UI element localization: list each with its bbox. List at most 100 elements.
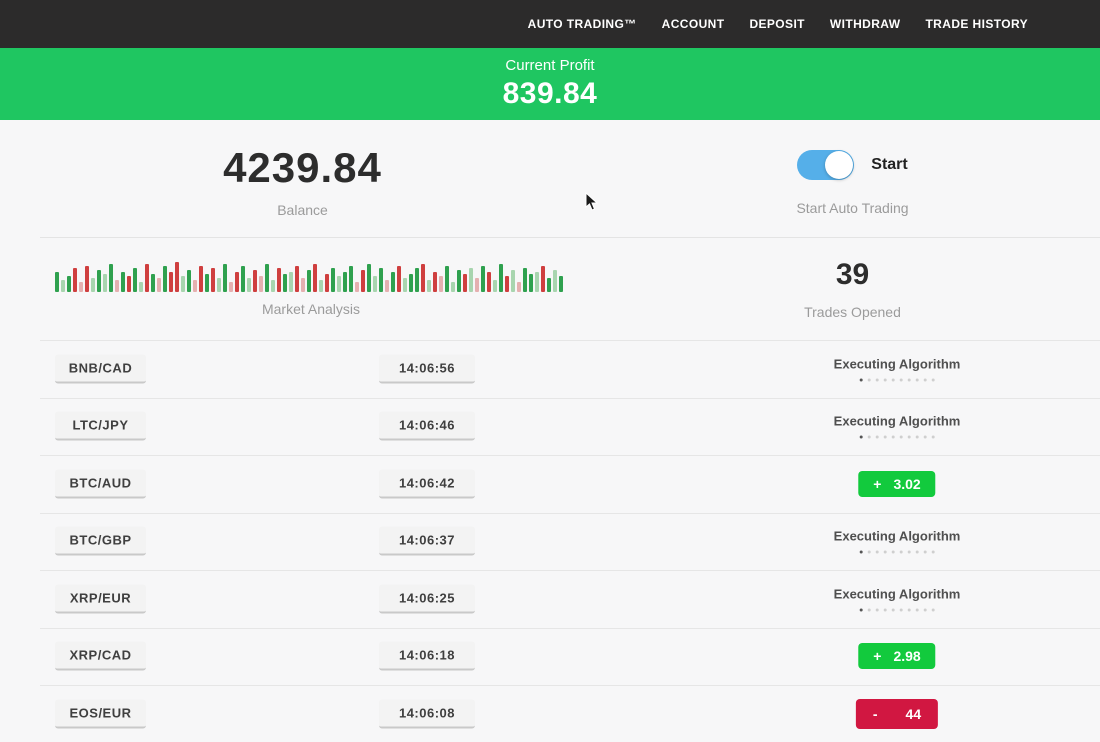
- loader-dot-icon: [907, 435, 911, 439]
- loader-dot-icon: [907, 550, 911, 554]
- loader-dot-icon: [899, 550, 903, 554]
- balance-block: 4239.84 Balance: [0, 120, 605, 237]
- badge-sign: +: [873, 648, 882, 665]
- market-bar: [205, 274, 209, 292]
- trades-opened-block: 39 Trades Opened: [605, 256, 1100, 340]
- loader-dot-icon: [883, 608, 887, 612]
- profit-badge: +2.98: [858, 643, 936, 670]
- market-bar: [331, 268, 335, 292]
- badge-amount: 3.02: [893, 475, 921, 492]
- market-bar: [535, 272, 539, 292]
- loader-dot-icon: [931, 608, 935, 612]
- market-bar: [241, 266, 245, 292]
- market-bar: [307, 270, 311, 292]
- market-bar: [259, 276, 263, 292]
- market-bar: [415, 268, 419, 292]
- nav-item-deposit[interactable]: DEPOSIT: [749, 17, 805, 31]
- loader-dot-icon: [859, 435, 863, 439]
- trade-row: XRP/EUR 14:06:25 Executing Algorithm: [0, 570, 1100, 628]
- loader-dot-icon: [931, 550, 935, 554]
- market-bar: [181, 276, 185, 292]
- market-bar: [55, 272, 59, 292]
- trade-time: 14:06:08: [379, 699, 475, 729]
- loader-dot-icon: [867, 378, 871, 382]
- badge-sign: +: [873, 475, 882, 492]
- loader-dot-icon: [907, 378, 911, 382]
- market-bar: [187, 270, 191, 292]
- trade-time: 14:06:25: [379, 584, 475, 614]
- market-bar: [319, 280, 323, 292]
- market-bar: [145, 264, 149, 292]
- trade-row: BTC/GBP 14:06:37 Executing Algorithm: [0, 512, 1100, 571]
- auto-trading-block: Start Start Auto Trading: [605, 120, 1100, 237]
- trade-time: 14:06:18: [379, 641, 475, 671]
- pair-badge: EOS/EUR: [55, 699, 146, 729]
- trade-row: LTC/JPY 14:06:46 Executing Algorithm: [0, 397, 1100, 456]
- trade-time: 14:06:56: [379, 354, 475, 384]
- loader-dot-icon: [883, 550, 887, 554]
- market-bar: [481, 266, 485, 292]
- current-profit-banner: Current Profit 839.84: [0, 48, 1100, 120]
- loader-dot-icon: [931, 378, 935, 382]
- executing-label: Executing Algorithm: [833, 413, 961, 429]
- trades-opened-label: Trades Opened: [804, 304, 901, 320]
- top-nav: AUTO TRADING™ ACCOUNT DEPOSIT WITHDRAW TRADE…: [0, 0, 1100, 48]
- loader-dot-icon: [923, 378, 927, 382]
- loader-dot-icon: [859, 378, 863, 382]
- loader-dot-icon: [891, 550, 895, 554]
- market-bar: [67, 276, 71, 292]
- market-bar: [523, 268, 527, 292]
- market-bar: [367, 264, 371, 292]
- market-bar: [163, 266, 167, 292]
- market-bar: [559, 276, 563, 292]
- market-bar: [301, 278, 305, 292]
- market-row: Market Analysis 39 Trades Opened: [0, 238, 1100, 340]
- market-bar: [157, 278, 161, 292]
- market-bar: [193, 280, 197, 292]
- status-executing: Executing Algorithm: [833, 356, 961, 382]
- pair-badge: XRP/EUR: [55, 584, 146, 614]
- toggle-knob-icon: [825, 151, 854, 179]
- market-bar: [433, 272, 437, 292]
- market-bar: [217, 278, 221, 292]
- market-bar: [463, 274, 467, 292]
- trade-time: 14:06:46: [379, 411, 475, 441]
- loader-dot-icon: [899, 608, 903, 612]
- market-bar: [79, 282, 83, 292]
- loader-dot-icon: [867, 435, 871, 439]
- loader-dot-icon: [883, 378, 887, 382]
- market-bar: [505, 276, 509, 292]
- auto-trading-toggle[interactable]: [797, 150, 855, 180]
- nav-item-trade-history[interactable]: TRADE HISTORY: [925, 17, 1028, 31]
- profit-badge: +3.02: [858, 470, 936, 497]
- market-bar: [361, 270, 365, 292]
- market-bar: [529, 274, 533, 292]
- nav-item-withdraw[interactable]: WITHDRAW: [829, 17, 901, 31]
- market-bar: [127, 276, 131, 292]
- badge-sign: -: [872, 705, 878, 722]
- trade-row: BTC/AUD 14:06:42 +3.02: [0, 455, 1100, 513]
- trade-row: EOS/EUR 14:06:08 - 44: [0, 685, 1100, 742]
- trade-row: XRP/CAD 14:06:18 +2.98: [0, 627, 1100, 686]
- nav-item-account[interactable]: ACCOUNT: [661, 17, 725, 31]
- nav-item-auto-trading[interactable]: AUTO TRADING™: [527, 17, 637, 31]
- market-bar: [517, 282, 521, 292]
- status-executing: Executing Algorithm: [834, 529, 960, 554]
- market-bar: [247, 278, 251, 292]
- market-bar: [175, 262, 179, 292]
- market-bar: [493, 280, 497, 292]
- market-bar: [169, 272, 173, 292]
- loss-badge: - 44: [855, 698, 939, 729]
- market-bar: [235, 272, 239, 292]
- balance-row: 4239.84 Balance Start Start Auto Trading: [0, 120, 1100, 237]
- loader-dot-icon: [875, 378, 879, 382]
- market-bar: [355, 282, 359, 292]
- market-bar: [91, 278, 95, 292]
- market-bar: [103, 274, 107, 292]
- loader-dot-icon: [931, 435, 935, 439]
- market-bar: [403, 278, 407, 292]
- market-analysis-block: Market Analysis: [0, 256, 605, 340]
- pair-badge: BTC/AUD: [55, 469, 146, 499]
- executing-label: Executing Algorithm: [833, 356, 961, 372]
- market-bar: [457, 270, 461, 292]
